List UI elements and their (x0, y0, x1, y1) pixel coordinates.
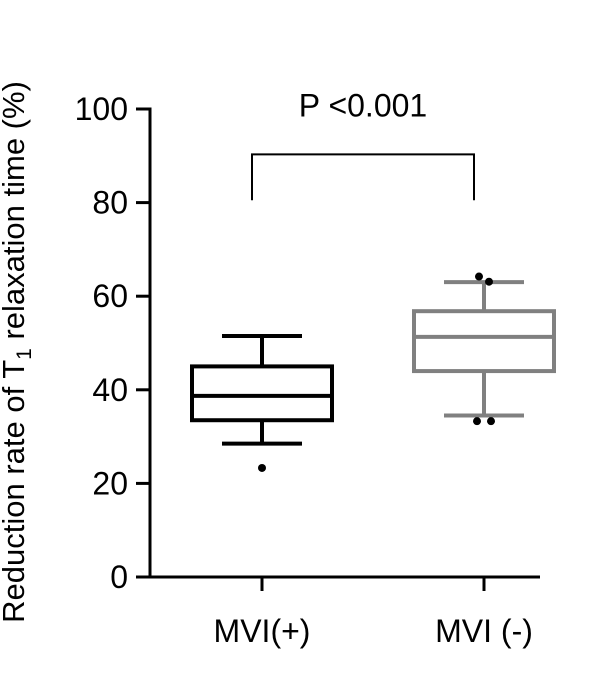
box-1 (190, 333, 334, 472)
p-value-label: P <0.001 (299, 87, 427, 123)
y-axis-label: Reduction rate of T1 relaxation time (%) (0, 81, 36, 623)
y-axis: 0 20 40 60 80 100 (75, 91, 152, 595)
outlier-point (487, 417, 495, 426)
significance-bracket (251, 153, 475, 201)
box-iqr (412, 309, 556, 374)
outlier-point (475, 272, 483, 281)
y-tick-label: 80 (92, 185, 128, 221)
y-tick-label: 20 (92, 465, 128, 501)
outlier-point (473, 417, 481, 426)
box-iqr (190, 364, 334, 423)
boxes (190, 272, 556, 472)
x-axis: MVI(+) MVI (-) (148, 575, 540, 649)
y-tick-label: 0 (110, 559, 128, 595)
x-tick-label: MVI (-) (435, 613, 533, 649)
outlier-point (258, 463, 266, 472)
box-2 (412, 272, 556, 426)
y-tick-label: 100 (75, 91, 128, 127)
y-tick-label: 40 (92, 372, 128, 408)
x-tick-label: MVI(+) (214, 613, 311, 649)
outlier-point (485, 277, 493, 286)
y-tick-label: 60 (92, 278, 128, 314)
significance-annotation: P <0.001 (251, 87, 475, 201)
